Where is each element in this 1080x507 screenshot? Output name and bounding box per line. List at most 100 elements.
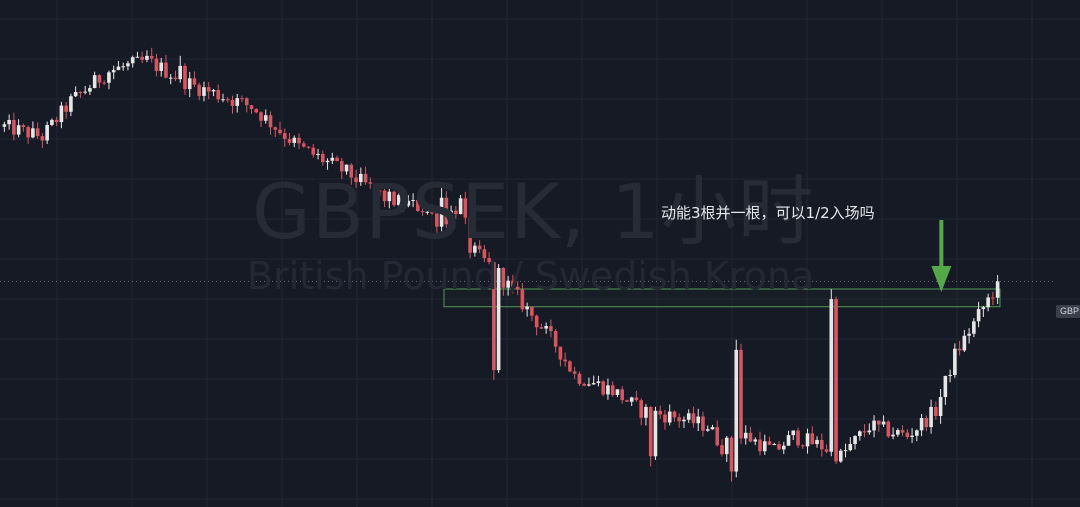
candle-body: [496, 268, 501, 371]
candle-body: [88, 88, 92, 92]
candle-body: [948, 374, 952, 376]
candle-body: [382, 190, 387, 202]
candle-body: [648, 406, 653, 457]
candle-body: [872, 420, 876, 431]
candle-body: [159, 62, 164, 71]
candle-body: [843, 450, 848, 452]
candle-body: [610, 385, 615, 395]
candle-body: [78, 91, 83, 93]
candle-body: [553, 331, 558, 347]
candle-body: [430, 211, 434, 214]
candle-body: [111, 70, 116, 73]
candle-body: [339, 161, 344, 172]
candle-body: [50, 119, 54, 125]
candle-body: [891, 434, 895, 437]
candle-body: [506, 280, 510, 288]
arrow-shaft: [939, 220, 944, 268]
candle-body: [230, 100, 235, 106]
candle-body: [724, 437, 729, 455]
candle-body: [240, 98, 244, 100]
candle-body: [677, 417, 682, 422]
candle-body: [287, 138, 292, 143]
candle-body: [530, 306, 534, 316]
candle-body: [473, 245, 477, 253]
candle-body: [492, 262, 496, 371]
candle-body: [116, 66, 121, 71]
candle-body: [373, 183, 377, 191]
candle-body: [192, 78, 197, 85]
candle-body: [663, 414, 667, 423]
candle-body: [929, 406, 933, 428]
candle-body: [634, 397, 639, 401]
candle-body: [596, 381, 601, 384]
candle-body: [796, 430, 800, 446]
candle-body: [767, 441, 772, 445]
candle-body: [644, 406, 648, 418]
candle-body: [753, 439, 758, 442]
candles: [2, 47, 1000, 482]
candle-body: [487, 258, 491, 263]
candle-body: [268, 115, 273, 128]
candle-body: [967, 333, 971, 336]
candle-body: [810, 433, 815, 445]
candle-body: [786, 435, 791, 446]
candle-body: [734, 349, 739, 472]
candle-body: [582, 383, 586, 386]
candle-body: [130, 57, 135, 64]
candle-body: [905, 432, 910, 438]
candle-body: [815, 439, 819, 445]
candle-body: [135, 56, 140, 58]
candle-body: [21, 125, 26, 128]
candle-body: [525, 306, 529, 310]
candle-body: [515, 286, 520, 290]
candle-body: [454, 210, 458, 215]
candle-body: [867, 430, 872, 433]
candle-body: [539, 327, 544, 329]
candle-body: [953, 348, 957, 375]
candle-body: [572, 371, 577, 374]
candle-body: [411, 199, 415, 201]
candle-body: [297, 137, 301, 144]
candle-body: [924, 418, 929, 428]
candle-body: [620, 389, 624, 401]
candle-body: [848, 444, 853, 451]
candle-body: [938, 397, 943, 416]
candle-body: [549, 326, 553, 332]
candle-body: [896, 430, 900, 435]
candle-body: [97, 75, 102, 83]
candle-body: [420, 211, 425, 213]
candle-body: [838, 450, 843, 462]
candle-body: [881, 421, 886, 425]
candle-body: [857, 431, 862, 437]
candle-body: [563, 359, 567, 362]
symbol-watermark: GBPSEK, 1小时: [252, 167, 815, 256]
candle-body: [354, 177, 358, 183]
candle-body: [126, 63, 130, 67]
candle-body: [221, 99, 225, 101]
candle-body: [691, 413, 696, 424]
candle-body: [387, 191, 392, 202]
candle-body: [69, 96, 73, 112]
candle-body: [12, 119, 16, 135]
candle-body: [187, 78, 192, 90]
candle-body: [791, 430, 796, 436]
candle-body: [824, 449, 829, 452]
candle-body: [981, 307, 986, 310]
candle-body: [254, 108, 259, 113]
candle-body: [349, 164, 354, 178]
candle-body: [416, 199, 420, 212]
candle-body: [235, 98, 240, 106]
candle-body: [278, 129, 282, 134]
candle-body: [330, 157, 335, 161]
candle-body: [273, 127, 278, 130]
candle-body: [183, 65, 187, 90]
candle-body: [991, 297, 995, 299]
candle-body: [962, 335, 967, 351]
candle-body: [701, 416, 705, 431]
candle-body: [739, 349, 743, 439]
candle-body: [748, 432, 753, 442]
candle-body: [520, 289, 525, 310]
candle-body: [615, 389, 620, 395]
candle-body: [73, 91, 78, 97]
